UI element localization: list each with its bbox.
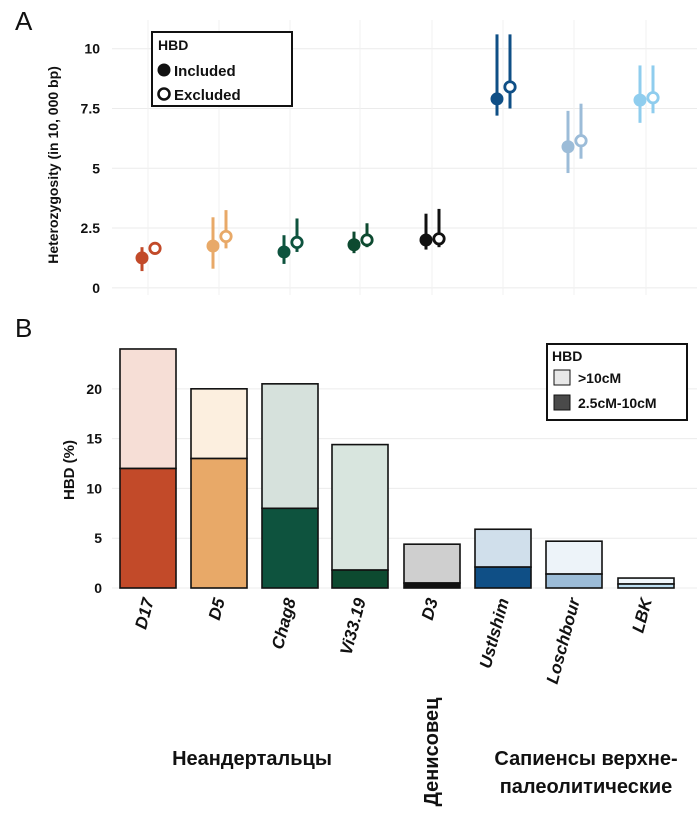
point-chag8-excluded [290,235,304,249]
point-lbk-included [633,93,647,107]
b-ytick-label: 15 [86,431,102,447]
point-lbk-excluded [646,91,660,105]
x-label-d3: D3 [418,596,442,622]
x-label-lbk: LBK [628,594,656,634]
x-label-vi33-19: Vi33.19 [337,596,370,657]
bar-vi33-19-gt10cm [331,443,389,571]
bar-d3-gt10cm [403,543,461,584]
point-d17-excluded [148,241,162,255]
bar-d17-2-5-10cm [119,467,177,589]
panel-a-legend: HBD Included Excluded [151,31,293,107]
legend-b-title: HBD [552,348,582,364]
a-ytick-label: 7.5 [81,100,101,116]
legend-b-gt10: >10cM [578,370,621,386]
panel-a-y-axis-label: Heterozygosity (in 10, 000 bp) [45,66,61,264]
legend-a-excluded: Excluded [174,87,241,104]
point-vi33-19-excluded [360,233,374,247]
x-label-loschbour: Loschbour [543,595,584,686]
group-label-denisovan: Денисовец [421,697,443,806]
point-vi33-19-included [347,238,361,252]
legend-b-light-swatch [553,369,571,386]
legend-a-title: HBD [158,37,188,53]
point-loschbour-included [561,140,575,154]
group-label-sapiens-line1: Сапиенсы верхне- [494,748,677,770]
panel-b-label: B [15,313,32,343]
bar-chag8-gt10cm [261,383,319,510]
a-ytick-label: 10 [84,41,100,57]
panel-b-y-axis-label: HBD (%) [61,440,78,500]
point-ustishim-included [490,92,504,106]
panel-b-legend: HBD >10cM 2.5cM-10cM [546,343,688,421]
x-label-ustishim: UstIshim [476,596,513,670]
bar-loschbour-gt10cm [545,540,603,575]
x-label-d17: D17 [131,595,158,632]
bar-d5-gt10cm [190,388,248,460]
bar-lbk-2-5-10cm [617,583,675,589]
x-label-d5: D5 [205,596,229,622]
legend-a-open-marker [157,87,171,101]
bar-ustishim-gt10cm [474,528,532,568]
point-d3-included [419,233,433,247]
a-ytick-label: 2.5 [81,220,101,236]
bar-d17-gt10cm [119,348,177,470]
b-ytick-label: 0 [94,580,102,596]
bar-d3-2-5-10cm [403,582,461,589]
point-d5-excluded [219,229,233,244]
panel-b-chart: 0 5 10 15 20 D17 D5 Chag8 Vi33.19 D3 UstIshim Losc… [86,348,697,686]
point-d3-excluded [432,232,446,246]
x-label-chag8: Chag8 [268,596,300,652]
bar-loschbour-2-5-10cm [545,573,603,589]
point-d5-included [206,239,220,253]
legend-a-included: Included [174,63,236,80]
b-ytick-label: 10 [86,480,102,496]
legend-b-dark-swatch [553,394,571,411]
bar-chag8-2-5-10cm [261,507,319,589]
b-ytick-label: 5 [94,530,102,546]
group-label-neanderthals: Неандертальцы [172,748,332,770]
point-d17-included [135,251,149,265]
group-label-sapiens-line2: палеолитические [500,776,673,798]
bar-d5-2-5-10cm [190,457,248,589]
legend-a-filled-marker [157,63,171,77]
bar-lbk-gt10cm [617,577,675,585]
point-chag8-included [277,245,291,259]
point-loschbour-excluded [574,134,588,148]
point-ustishim-excluded [503,80,517,94]
legend-b-range: 2.5cM-10cM [578,395,657,411]
b-ytick-label: 20 [86,381,102,397]
bar-vi33-19-2-5-10cm [331,569,389,589]
a-ytick-label: 0 [92,280,100,296]
a-ytick-label: 5 [92,160,100,176]
bar-ustishim-2-5-10cm [474,566,532,589]
panel-a-label: A [15,6,33,36]
